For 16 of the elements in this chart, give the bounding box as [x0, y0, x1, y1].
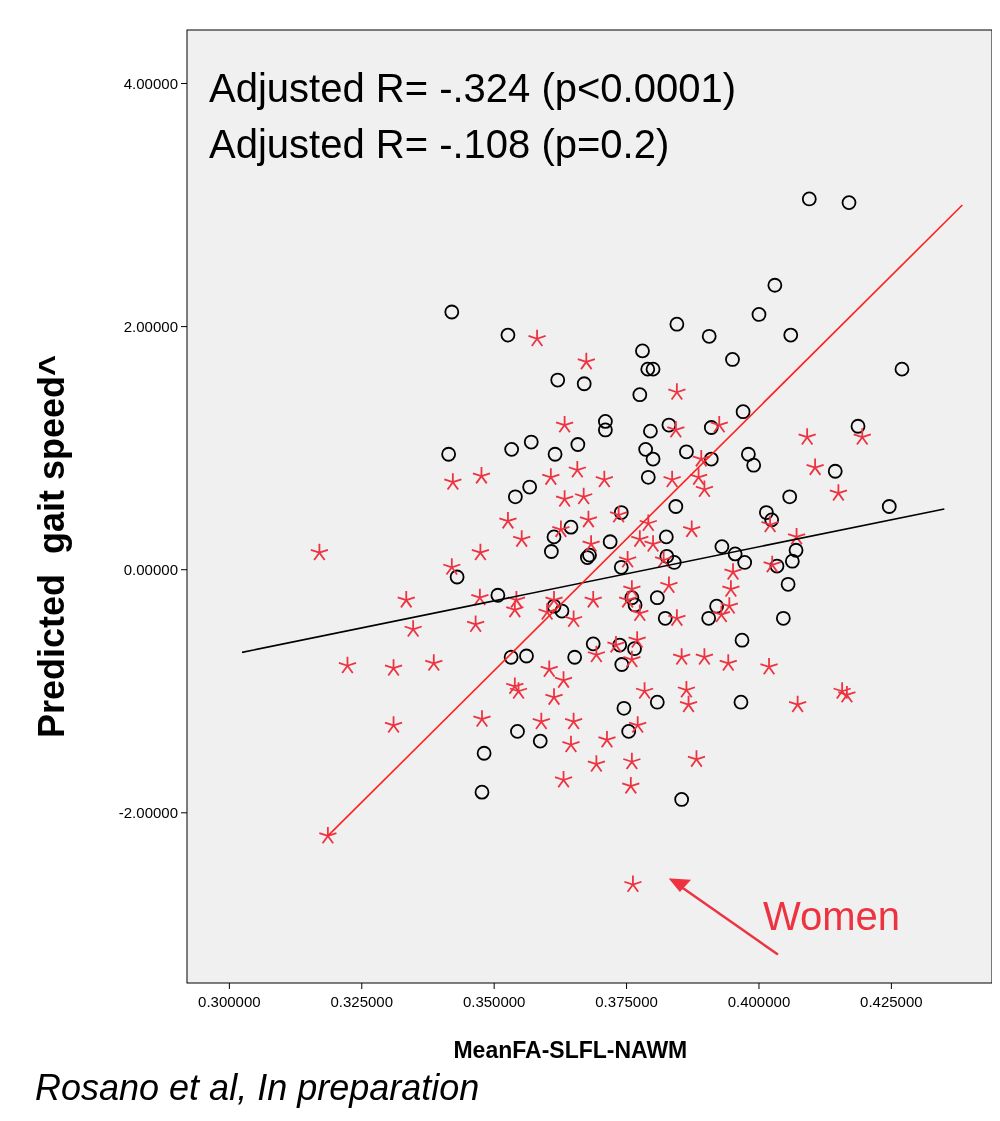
annotation: Adjusted R= -.324 (p<0.0001) — [209, 66, 737, 110]
y-axis-title: Predicted gait speed^ — [31, 354, 72, 739]
x-tick-label: 0.325000 — [330, 993, 394, 1010]
annotation: Adjusted R= -.108 (p=0.2) — [209, 122, 670, 166]
y-tick-label: 2.00000 — [123, 317, 178, 335]
annotation: Women — [762, 893, 901, 938]
y-tick-label: 4.00000 — [123, 74, 178, 92]
y-tick-label: -2.00000 — [118, 804, 178, 822]
x-axis-title: MeanFA-SLFL-NAWM — [453, 1037, 688, 1063]
x-tick-label: 0.400000 — [727, 993, 791, 1010]
x-tick-label: 0.350000 — [462, 993, 526, 1010]
x-tick-label: 0.300000 — [198, 993, 261, 1010]
text: Rosano et al, In preparation — [35, 1067, 480, 1108]
x-tick-label: 0.425000 — [860, 993, 923, 1010]
y-tick-label: 0.00000 — [123, 560, 178, 578]
x-tick-label: 0.375000 — [595, 993, 658, 1010]
